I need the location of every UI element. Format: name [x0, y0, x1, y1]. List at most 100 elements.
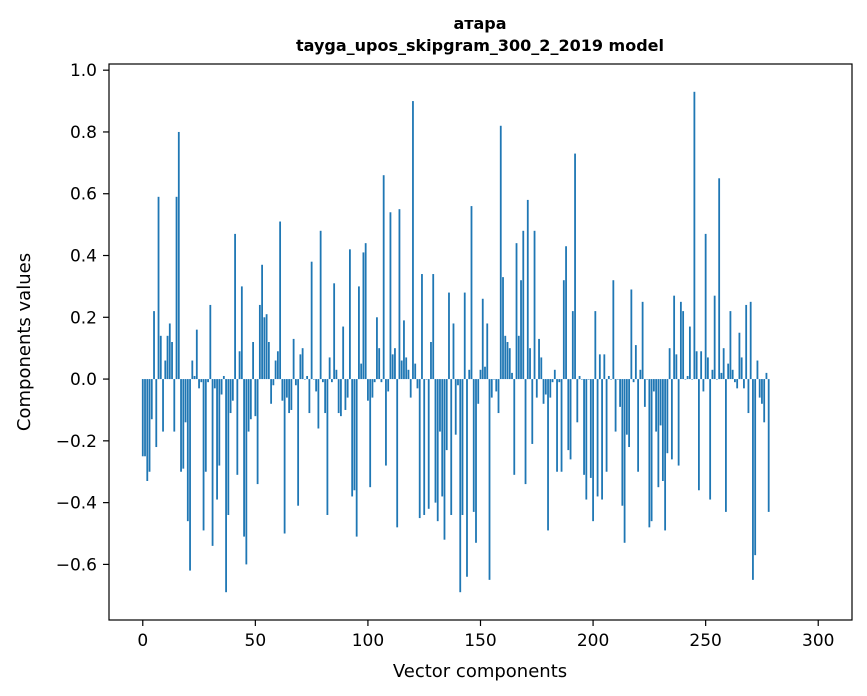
bar [652, 379, 655, 392]
bar [430, 342, 432, 380]
bar [423, 379, 426, 515]
bar [353, 379, 356, 491]
bar [634, 345, 637, 380]
bar [535, 379, 538, 398]
bar [457, 379, 459, 386]
bar [378, 348, 381, 380]
bar [265, 314, 268, 380]
bar [315, 379, 318, 392]
bar [691, 379, 694, 380]
bar [677, 379, 680, 466]
bar [743, 379, 745, 389]
bar [702, 379, 705, 392]
bar [758, 379, 761, 398]
bar [405, 357, 408, 380]
bar [470, 206, 473, 380]
bar [547, 379, 549, 531]
bar [576, 379, 579, 423]
bar [628, 379, 630, 448]
bar [479, 369, 482, 380]
bar [610, 379, 612, 380]
bar [344, 379, 347, 410]
x-tick-label: 250 [689, 631, 721, 651]
bar [297, 379, 300, 506]
bar [434, 379, 437, 503]
bar [270, 379, 273, 404]
bar [267, 342, 270, 380]
bar [475, 379, 477, 543]
bar [511, 372, 513, 380]
bars-group [141, 91, 770, 593]
bar [254, 379, 257, 417]
bar [713, 295, 716, 380]
bar [216, 379, 218, 500]
bar [763, 379, 766, 423]
bar [189, 379, 191, 571]
bar [695, 351, 698, 380]
bar [583, 379, 585, 475]
bar [544, 379, 547, 395]
bar [531, 379, 534, 444]
bar [281, 379, 284, 401]
bar [317, 379, 320, 429]
bar [718, 178, 721, 380]
bar [425, 379, 428, 380]
bar [144, 379, 146, 457]
bar [542, 379, 545, 404]
bar [272, 379, 275, 386]
bar [468, 369, 471, 380]
bar [450, 379, 453, 515]
bar [585, 379, 588, 500]
x-tick-label: 100 [352, 631, 384, 651]
bar [740, 357, 743, 380]
bar [463, 292, 466, 380]
bar [623, 379, 626, 543]
bar [488, 379, 491, 580]
bar [412, 101, 414, 380]
bar [211, 379, 214, 546]
bar [574, 153, 576, 380]
bar [486, 323, 489, 380]
bar [349, 249, 351, 380]
bar [725, 379, 727, 512]
bar [641, 301, 644, 380]
y-tick-label: 0.2 [70, 308, 97, 328]
bar [198, 379, 200, 389]
bar [637, 379, 640, 472]
bar [177, 131, 180, 380]
bar [193, 375, 196, 380]
bar [616, 379, 619, 380]
bar [454, 379, 457, 435]
x-tick-label: 50 [245, 631, 267, 651]
bar [495, 379, 498, 392]
bar [184, 379, 187, 423]
plot-frame [108, 63, 853, 621]
x-tick-label: 300 [802, 631, 834, 651]
bar [141, 379, 144, 457]
bar [394, 348, 396, 380]
bar [421, 274, 423, 380]
bar [240, 286, 243, 380]
bar [243, 379, 245, 537]
bar [526, 199, 529, 380]
y-ticks-group: −0.6 −0.4 −0.2 0.0 0.2 0.4 0.6 0.8 1.0 [56, 61, 109, 575]
bar [560, 379, 563, 472]
bar [153, 311, 155, 380]
bar [409, 379, 412, 398]
bar [704, 233, 707, 380]
bar [364, 243, 367, 380]
bar [204, 379, 207, 472]
bar [396, 379, 399, 528]
bar [441, 379, 444, 497]
bar [308, 379, 311, 414]
bar [292, 338, 295, 380]
bar [166, 335, 169, 380]
bar [679, 301, 682, 380]
bar [333, 283, 336, 380]
bar [403, 320, 405, 380]
bar [646, 379, 649, 380]
bar [310, 261, 313, 380]
bar [520, 280, 522, 380]
bar [252, 342, 254, 380]
bar [693, 91, 696, 380]
